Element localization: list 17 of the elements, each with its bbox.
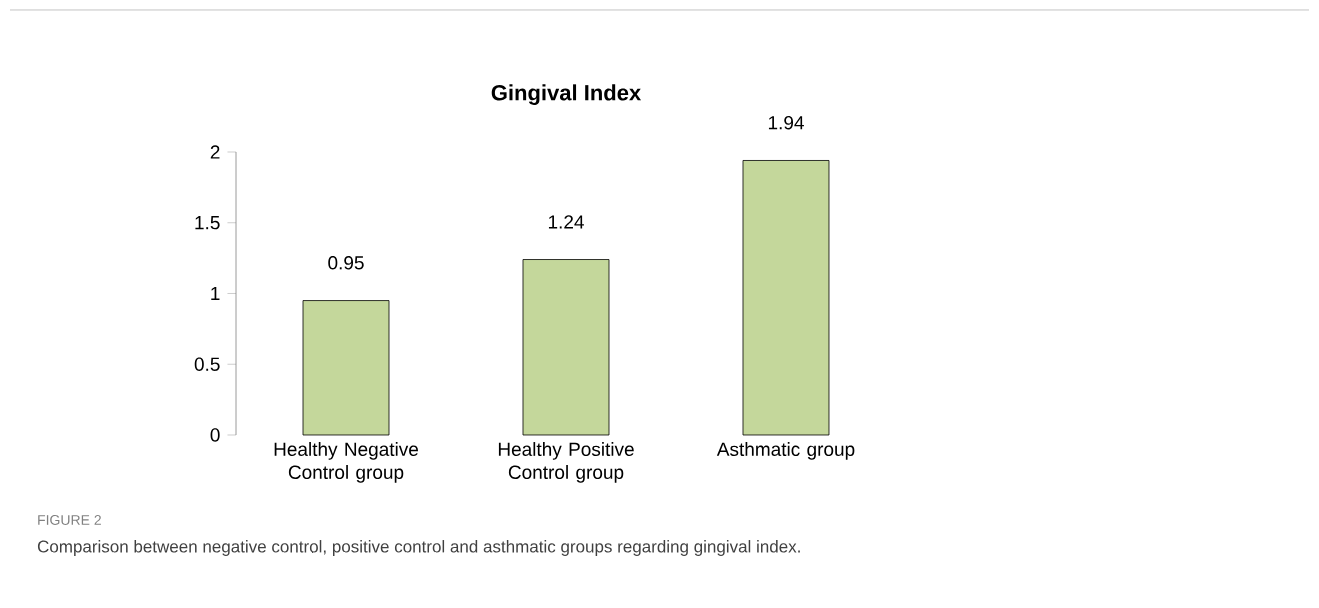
chart-title: Gingival Index	[491, 84, 642, 105]
bar	[302, 300, 390, 436]
x-tick-label: Healthy Positive Control group	[498, 442, 634, 483]
data-label: 1.24	[548, 215, 584, 229]
y-tick-label: 1.5	[195, 216, 220, 230]
text: Comparison between negative control, positive control and asthmatic groups regarding gingival index.	[37, 540, 800, 556]
y-tick-label: 1	[211, 286, 220, 301]
x-tick-label: Healthy Negative Control group	[274, 442, 418, 483]
data-label: 1.94	[768, 115, 804, 130]
caption: FIGURE 2	[38, 515, 101, 525]
x-tick-label: Asthmatic group	[716, 442, 855, 460]
bar	[742, 160, 830, 436]
y-tick-label: 0.5	[194, 357, 220, 371]
y-tick-label: 2	[210, 145, 220, 159]
y-tick-label: 0	[210, 428, 220, 442]
data-label: 0.95	[328, 256, 364, 270]
bar	[522, 259, 610, 436]
